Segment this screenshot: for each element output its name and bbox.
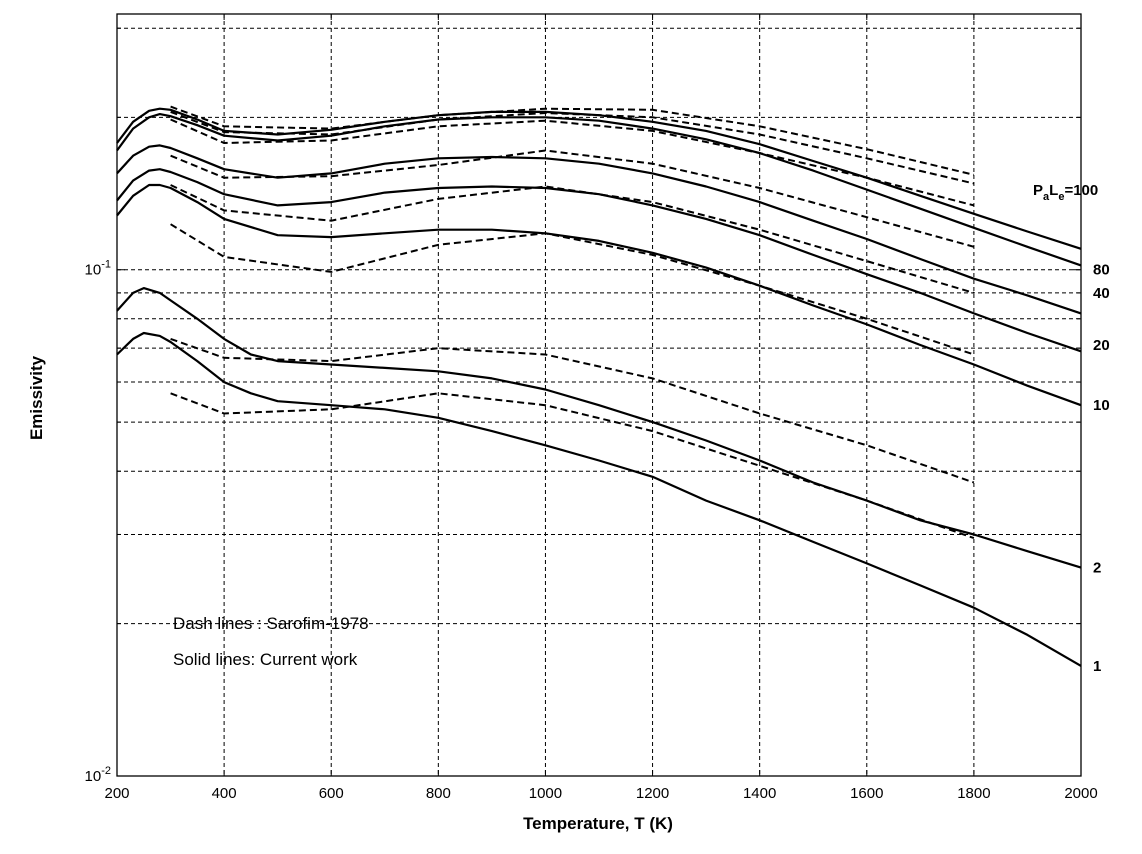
x-tick-label: 1400	[743, 785, 776, 802]
param-l: L	[1049, 182, 1058, 199]
solid-series-line	[116, 183, 1082, 407]
x-tick-label: 600	[319, 785, 344, 802]
y-tick-label: 10-2	[85, 765, 111, 785]
x-tick-label: 1800	[957, 785, 990, 802]
y-tick-labels: 10-110-2	[85, 259, 111, 785]
solid-series-line	[116, 113, 1082, 267]
y-tick-exponent: -2	[101, 765, 111, 777]
plot-frame	[116, 13, 1082, 777]
dash-series-line	[170, 105, 975, 176]
x-tick-labels: 200 400 600 800 1000 1200 1400 1600 1800 2000	[104, 785, 1097, 802]
x-tick-label: 1600	[850, 785, 883, 802]
y-axis-title: Emissivity	[27, 355, 46, 440]
curve-end-label: 80	[1093, 262, 1110, 279]
param-l-sub: e	[1058, 191, 1064, 203]
legend-solid: Solid lines: Current work	[173, 650, 358, 669]
solid-series-line	[116, 168, 1082, 353]
legend-dash: Dash lines : Sarofim-1978	[173, 614, 369, 633]
curve-end-label: 20	[1093, 337, 1110, 354]
curve-end-label: 1	[1093, 658, 1101, 675]
dash-series-line	[170, 337, 975, 484]
curve-end-label: 40	[1093, 285, 1110, 302]
curve-end-label: 10	[1093, 397, 1110, 414]
data-series	[116, 105, 1082, 667]
plot-border	[116, 13, 1082, 777]
x-tick-label: 400	[212, 785, 237, 802]
dash-series-line	[170, 149, 975, 248]
curve-end-labels: 80 40 20 10 2 1	[1093, 262, 1110, 675]
dash-series-line	[170, 392, 975, 540]
curve-end-label: 2	[1093, 560, 1101, 577]
param-p: P	[1033, 182, 1043, 199]
dash-series-line	[170, 184, 975, 294]
solid-series-line	[116, 144, 1082, 315]
dash-series-line	[170, 118, 975, 207]
y-tick-exponent: -1	[101, 259, 111, 271]
x-tick-label: 200	[104, 785, 129, 802]
x-axis-title: Temperature, T (K)	[523, 814, 673, 833]
dash-series-line	[170, 223, 975, 356]
y-tick-base: 10	[85, 768, 102, 785]
y-tick-base: 10	[85, 262, 102, 279]
x-tick-label: 1000	[529, 785, 562, 802]
x-tick-label: 1200	[636, 785, 669, 802]
x-tick-label: 800	[426, 785, 451, 802]
x-tick-label: 2000	[1064, 785, 1097, 802]
y-tick-label: 10-1	[85, 259, 111, 279]
dash-series-line	[170, 110, 975, 185]
solid-series-line	[116, 287, 1082, 569]
solid-series-line	[116, 331, 1082, 667]
param-label: PaLe=100	[1033, 182, 1098, 203]
param-p-sub: a	[1043, 191, 1050, 203]
param-value: =100	[1064, 182, 1098, 199]
